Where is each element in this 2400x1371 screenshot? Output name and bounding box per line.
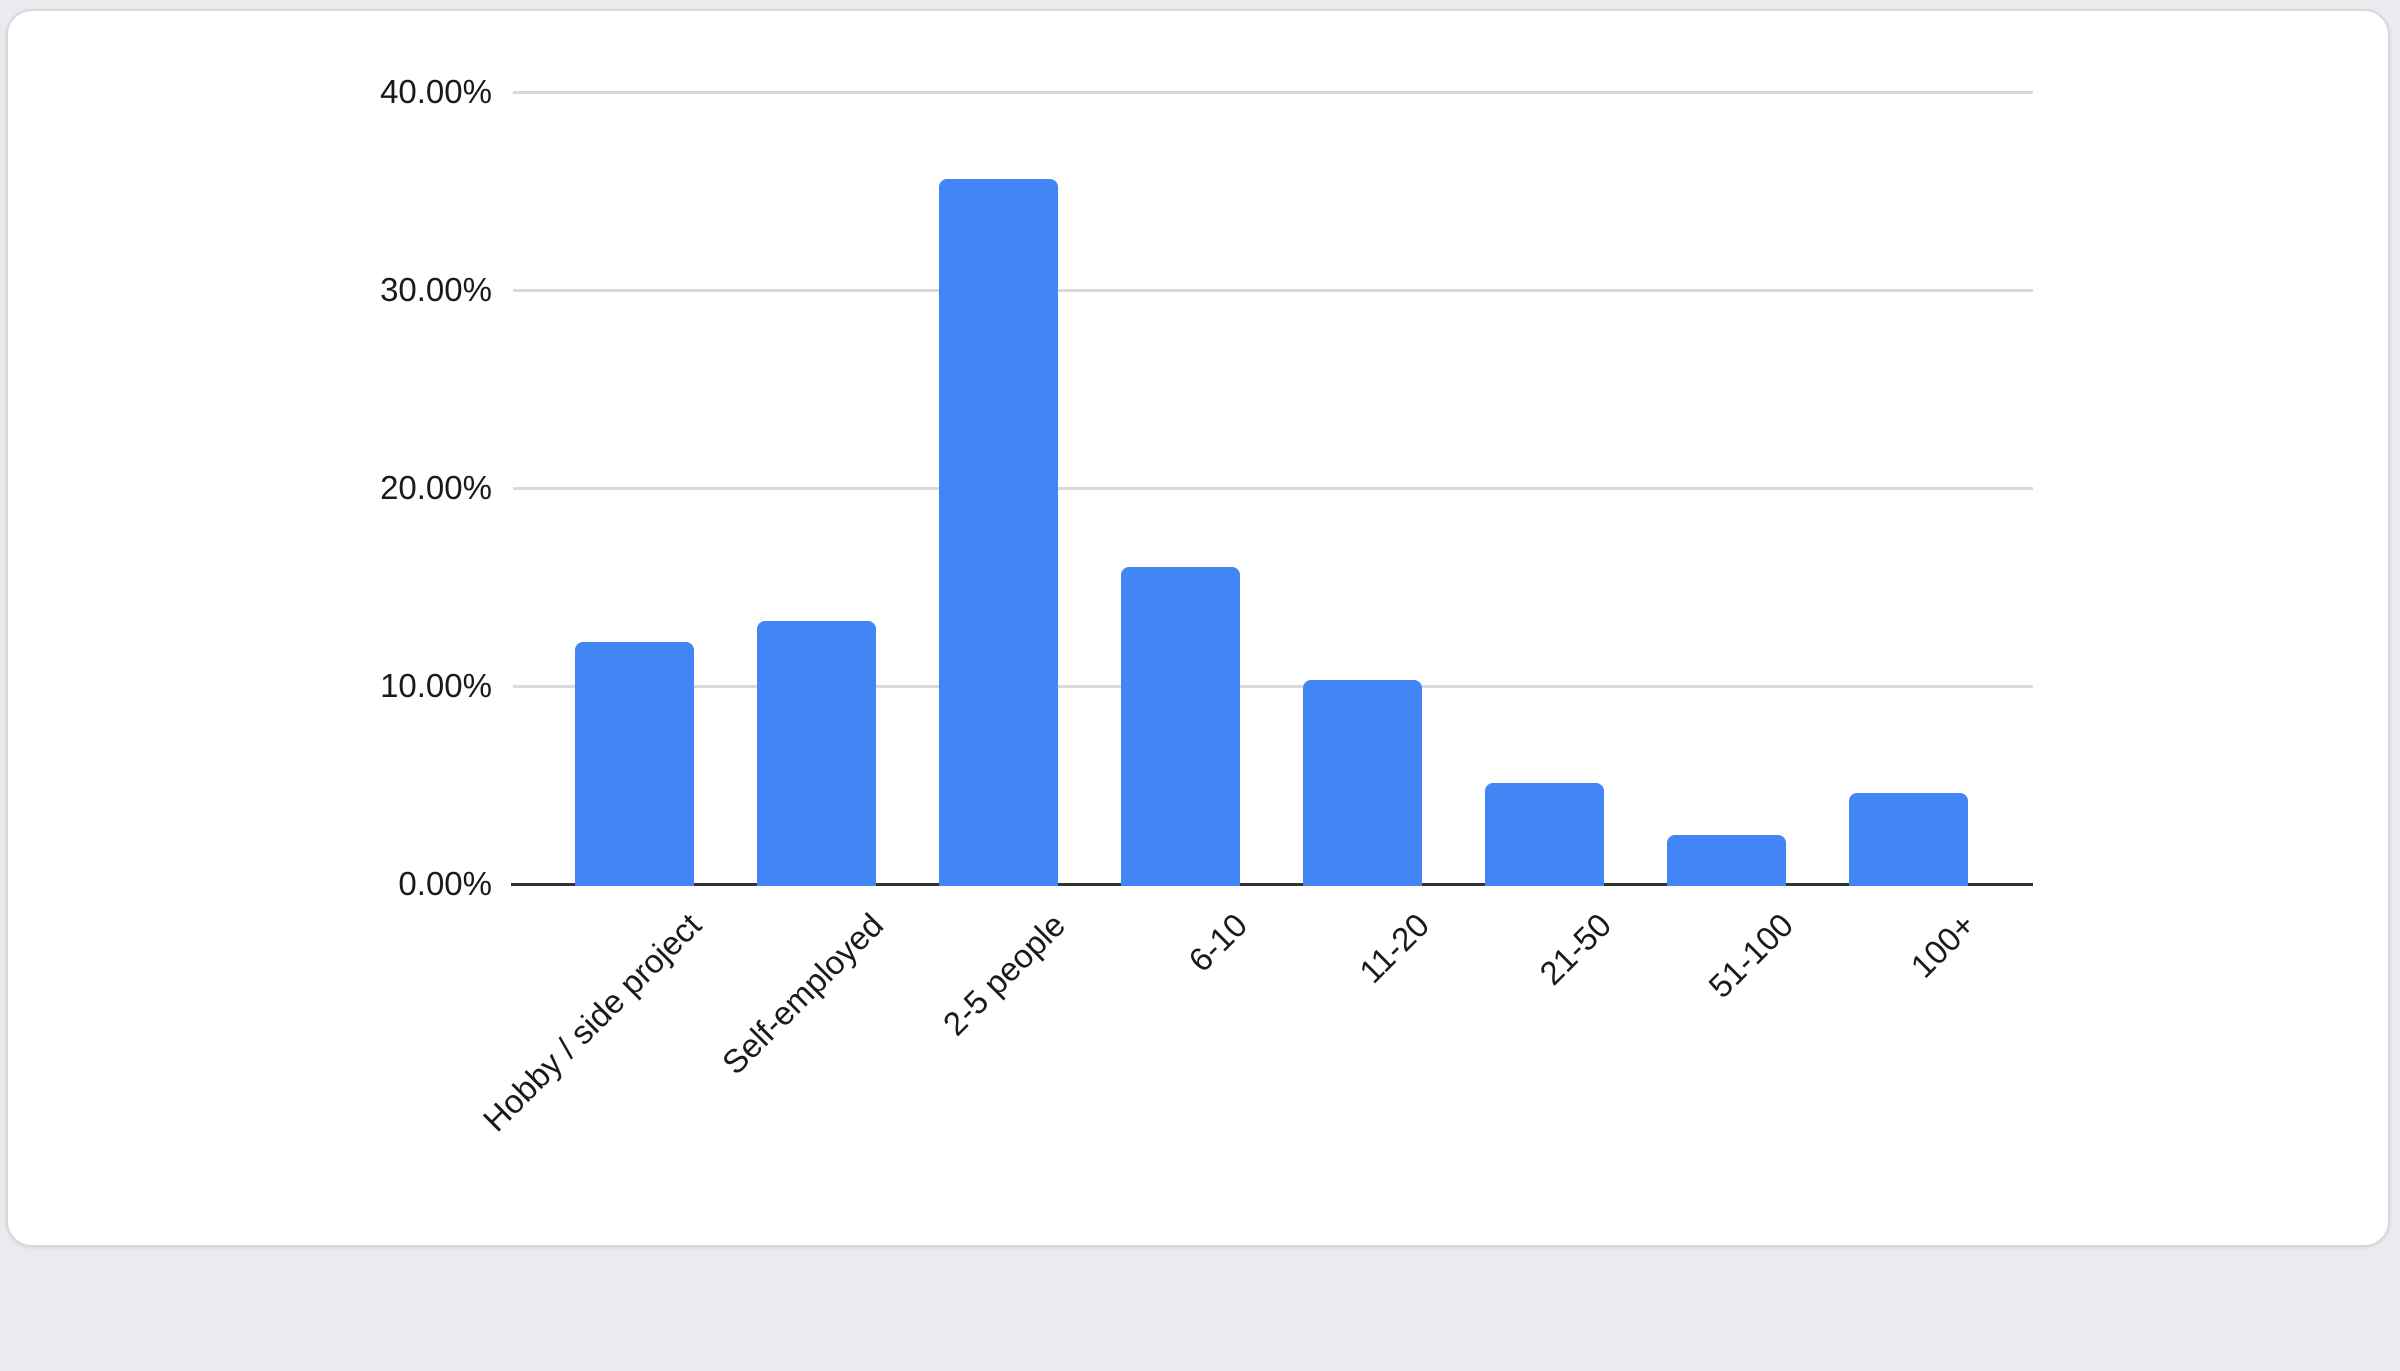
- y-axis-tick-label: 20.00%: [380, 469, 492, 506]
- bar-51-100: [1667, 834, 1786, 886]
- gridline-10.00%: [513, 685, 2033, 688]
- chart-widget: 40.00% 30.00% 20.00% 10.00% 0.00% Hobby / sid…: [6, 9, 2390, 1247]
- gridline-30.00%: [513, 289, 2033, 292]
- gridline-40.00%: [513, 91, 2033, 94]
- bar-Self-employed: [757, 620, 876, 886]
- y-axis-tick-label: 40.00%: [380, 73, 492, 110]
- y-axis-tick-label: 10.00%: [380, 667, 492, 704]
- gridline-20.00%: [513, 487, 2033, 490]
- bar-2-5 people: [939, 179, 1058, 886]
- bar-100+: [1849, 792, 1968, 886]
- y-axis-tick-label: 30.00%: [380, 271, 492, 308]
- y-axis-tick-label: 0.00%: [398, 865, 492, 902]
- bar-Hobby / side project: [575, 642, 694, 886]
- bar-21-50: [1485, 783, 1604, 886]
- bar-11-20: [1303, 680, 1422, 886]
- bar-6-10: [1121, 567, 1240, 886]
- bar-chart: 40.00% 30.00% 20.00% 10.00% 0.00% Hobby / sid…: [380, 73, 2033, 1138]
- x-axis-line: [511, 883, 2033, 886]
